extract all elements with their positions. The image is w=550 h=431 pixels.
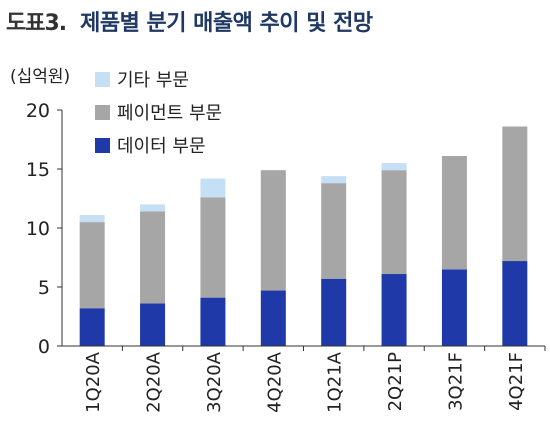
chart-title: 제품별 분기 매출액 추이 및 전망 bbox=[80, 11, 373, 36]
y-tick-label: 5 bbox=[38, 277, 50, 299]
bar-segment bbox=[502, 261, 528, 346]
legend-swatch bbox=[95, 138, 110, 153]
bar-segment bbox=[381, 274, 407, 346]
bar-segment bbox=[260, 290, 286, 346]
legend-swatch bbox=[95, 72, 110, 87]
bar-segment bbox=[321, 176, 347, 184]
x-axis: 1Q20A 2Q20A 3Q20A 4Q20A 1Q21A 2Q21P 3Q21F 4Q21F bbox=[62, 345, 546, 413]
bar-segment bbox=[79, 215, 105, 223]
bars bbox=[79, 126, 528, 346]
y-unit-label: (십억원) bbox=[10, 67, 70, 87]
title-row: 도표3. 제품별 분기 매출액 추이 및 전망 bbox=[6, 4, 373, 38]
x-tick-label: 2Q20A bbox=[144, 351, 165, 413]
bar-segment bbox=[140, 211, 166, 304]
bar-segment bbox=[381, 170, 407, 275]
bar-segment bbox=[321, 183, 347, 279]
x-tick-label: 4Q21F bbox=[506, 352, 527, 411]
bar-segment bbox=[441, 269, 467, 346]
y-axis: 0 5 10 15 20 bbox=[26, 100, 63, 358]
legend-label: 기타 부문 bbox=[117, 70, 189, 91]
bar-segment bbox=[441, 156, 467, 270]
x-tick-label: 2Q21P bbox=[385, 352, 406, 412]
y-tick-label: 0 bbox=[38, 336, 50, 358]
x-tick-label: 3Q21F bbox=[445, 352, 466, 411]
legend-label: 데이터 부문 bbox=[117, 136, 206, 157]
x-tick-label: 3Q20A bbox=[204, 351, 225, 413]
y-tick-label: 20 bbox=[26, 100, 50, 122]
bar-segment bbox=[200, 197, 226, 298]
bar-segment bbox=[260, 170, 286, 291]
x-tick-label: 1Q21A bbox=[325, 351, 346, 413]
bar-segment bbox=[200, 297, 226, 346]
bar-segment bbox=[321, 278, 347, 346]
legend-label: 페이먼트 부문 bbox=[117, 103, 222, 124]
bar-segment bbox=[140, 303, 166, 346]
x-tick-label: 4Q20A bbox=[264, 351, 285, 413]
figure-label: 도표3. bbox=[6, 11, 67, 36]
bar-segment bbox=[381, 163, 407, 171]
bar-segment bbox=[200, 178, 226, 198]
y-tick-label: 10 bbox=[26, 218, 50, 240]
legend-swatch bbox=[95, 105, 110, 120]
bar-segment bbox=[502, 126, 528, 262]
bar-segment bbox=[140, 204, 166, 212]
y-tick-label: 15 bbox=[26, 159, 50, 181]
bar-segment bbox=[79, 308, 105, 346]
bar-segment bbox=[79, 222, 105, 309]
x-tick-label: 1Q20A bbox=[83, 351, 104, 413]
